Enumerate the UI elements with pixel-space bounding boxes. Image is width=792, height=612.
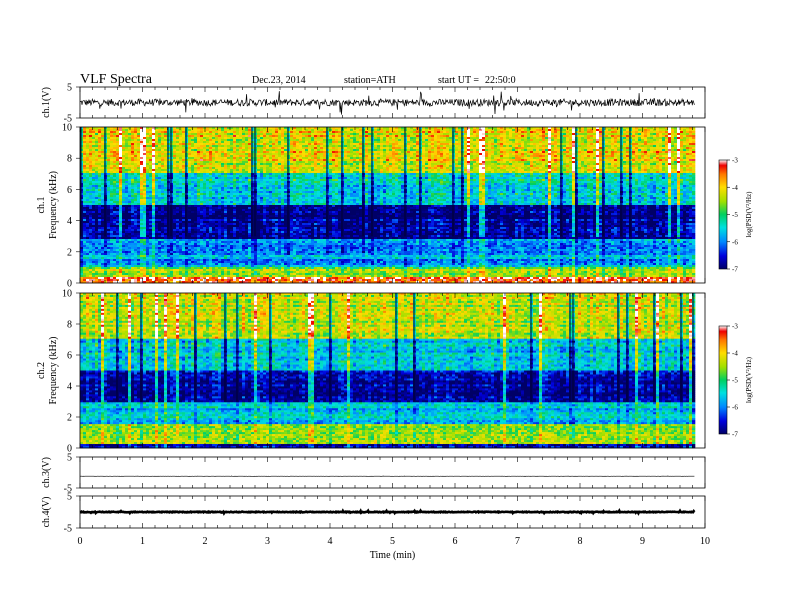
- ch1-spectrogram-ytick-label: 2: [67, 247, 72, 258]
- ch1-spectrogram-colorbar-label: log(PSD(V²/Hz): [745, 191, 753, 238]
- xaxis-label: Time (min): [370, 550, 415, 561]
- ch4-waveform-trace: [79, 508, 696, 516]
- ch1-waveform-ytick-label: 5: [67, 83, 72, 94]
- ch2-spectrogram-colorbar-tick-label: -3: [732, 323, 738, 331]
- ch3-waveform-ylabel: ch.3(V): [41, 457, 52, 488]
- xaxis-tick-label: 4: [328, 536, 333, 547]
- ch4-waveform-ytick-label: -5: [64, 524, 72, 535]
- ch1-spectrogram-ylabel-frequency: Frequency (kHz): [48, 171, 59, 239]
- ch2-spectrogram-ytick-label: 10: [62, 289, 72, 300]
- ch1-waveform-trace: [79, 91, 695, 115]
- ch1-spectrogram-ytick-label: 4: [67, 216, 72, 227]
- ch1-spectrogram-ytick-label: 8: [67, 154, 72, 165]
- ch2-spectrogram-ylabel-channel: ch.2: [36, 362, 47, 379]
- station-label: station=ATH: [344, 75, 396, 86]
- ch1-spectrogram-colorbar-tick-label: -3: [732, 157, 738, 165]
- xaxis-tick-label: 3: [265, 536, 270, 547]
- ch2-spectrogram-colorbar-tick-label: -5: [732, 377, 738, 385]
- ch2-spectrogram-colorbar-tick-label: -7: [732, 431, 738, 439]
- xaxis-tick-label: 9: [640, 536, 645, 547]
- start-ut-prefix: start UT =: [438, 75, 479, 86]
- ch3-waveform-ytick-label: -5: [64, 484, 72, 495]
- ch2-spectrogram-colorbar-label: log(PSD(V²/Hz): [745, 356, 753, 403]
- ch1-spectrogram-colorbar-tick-label: -6: [732, 238, 738, 246]
- recording-date: Dec.23, 2014: [252, 75, 306, 86]
- ch1-spectrogram-ytick-label: 0: [67, 279, 72, 290]
- ch2-spectrogram-cells: [80, 293, 696, 449]
- ch1-spectrogram-cells: [80, 127, 696, 284]
- xaxis-tick-label: 6: [453, 536, 458, 547]
- ch2-spectrogram-colorbar-tick-label: -6: [732, 404, 738, 412]
- chart-title: VLF Spectra: [80, 72, 152, 88]
- ch2-spectrogram-ytick-label: 4: [67, 382, 72, 393]
- ch1-spectrogram-ytick-label: 6: [67, 185, 72, 196]
- ch2-spectrogram-ytick-label: 2: [67, 413, 72, 424]
- xaxis-tick-label: 5: [390, 536, 395, 547]
- start-ut-value: 22:50:0: [485, 75, 516, 86]
- ch1-waveform-ylabel: ch.1(V): [41, 87, 52, 118]
- ch3-waveform-ytick-label: 5: [67, 453, 72, 464]
- ch1-spectrogram-colorbar-tick-label: -4: [732, 184, 738, 192]
- ch2-spectrogram-ytick-label: 8: [67, 320, 72, 331]
- ch1-spectrogram-colorbar-tick-label: -7: [732, 266, 738, 274]
- ch2-spectrogram-ytick-label: 6: [67, 351, 72, 362]
- ch1-spectrogram-colorbar: [718, 159, 728, 270]
- ch2-spectrogram-colorbar-tick-label: -4: [732, 350, 738, 358]
- xaxis-tick-label: 2: [203, 536, 208, 547]
- xaxis-tick-label: 1: [140, 536, 145, 547]
- ch1-waveform-ytick-label: -5: [64, 114, 72, 125]
- ch1-spectrogram-colorbar-tick-label: -5: [732, 211, 738, 219]
- ch2-spectrogram-ytick-label: 0: [67, 444, 72, 455]
- ch2-spectrogram-colorbar: [718, 325, 728, 435]
- xaxis-tick-label: 0: [78, 536, 83, 547]
- xaxis-tick-label: 10: [700, 536, 710, 547]
- ch3-waveform-trace: [80, 475, 695, 477]
- xaxis-tick-label: 8: [578, 536, 583, 547]
- ch1-spectrogram-ytick-label: 10: [62, 123, 72, 134]
- ch1-spectrogram-ylabel-channel: ch.1: [36, 197, 47, 214]
- ch2-spectrogram-ylabel-frequency: Frequency (kHz): [48, 336, 59, 404]
- start-time-label: start UT = 22:50:0: [438, 75, 522, 86]
- ch4-waveform-ylabel: ch.4(V): [41, 497, 52, 528]
- ch4-waveform-ytick-label: 5: [67, 492, 72, 503]
- xaxis-tick-label: 7: [515, 536, 520, 547]
